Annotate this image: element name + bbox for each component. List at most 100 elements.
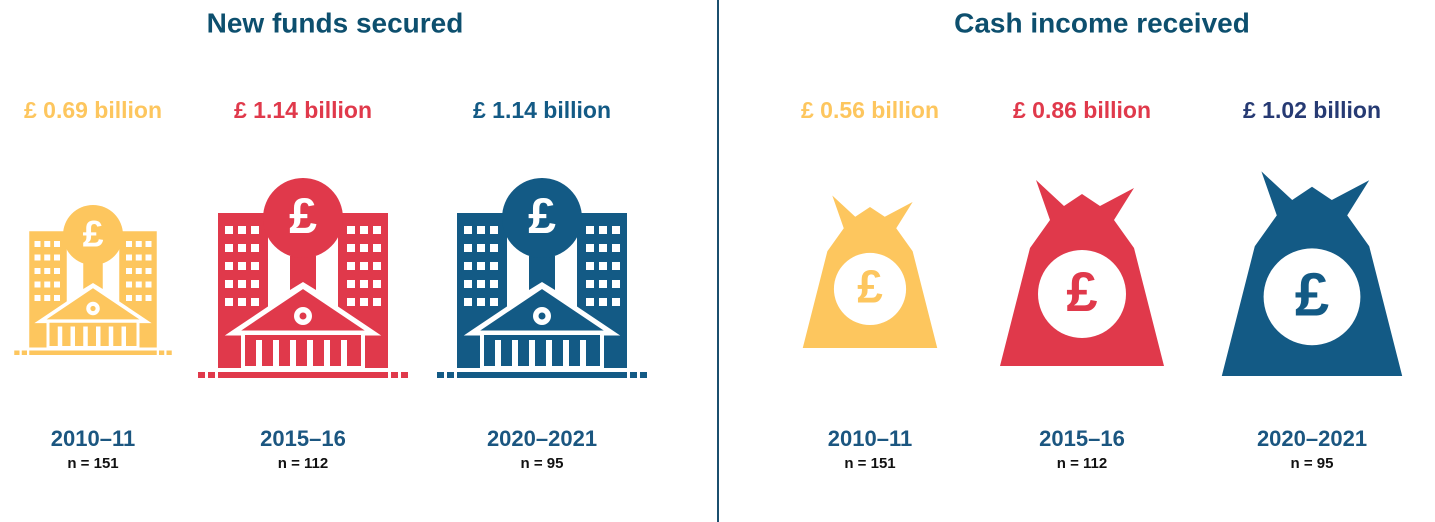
- amount: £ 0.69 billion: [24, 97, 162, 123]
- sample-size: n = 95: [521, 455, 564, 472]
- window: [34, 281, 41, 288]
- window: [586, 244, 594, 252]
- window: [135, 254, 142, 261]
- base: [198, 372, 408, 378]
- year: 2015–16: [260, 426, 346, 451]
- pillar: [70, 326, 75, 349]
- window: [225, 226, 233, 234]
- base-gap: [205, 371, 208, 379]
- window: [373, 244, 381, 252]
- year: 2010–11: [828, 426, 912, 451]
- window: [360, 244, 368, 252]
- window: [477, 280, 485, 288]
- money-bag-icon: £: [1000, 180, 1164, 366]
- window: [477, 262, 485, 270]
- sample-size: n = 95: [1291, 455, 1334, 472]
- window: [599, 244, 607, 252]
- window: [373, 280, 381, 288]
- window: [477, 298, 485, 306]
- coin-symbol: £: [528, 188, 556, 244]
- bag-symbol: £: [857, 261, 883, 313]
- window: [238, 262, 246, 270]
- window: [464, 262, 472, 270]
- money-bag-icon: £: [802, 195, 938, 348]
- banner: [529, 256, 555, 290]
- amount: £ 1.14 billion: [234, 97, 372, 123]
- amount: £ 1.14 billion: [473, 97, 611, 123]
- window: [34, 295, 41, 301]
- base: [14, 350, 172, 355]
- base-gap: [27, 349, 30, 356]
- window: [145, 281, 152, 288]
- sample-size: n = 151: [844, 455, 895, 472]
- window: [44, 241, 51, 247]
- window: [126, 281, 132, 288]
- window: [373, 226, 381, 234]
- window: [373, 262, 381, 270]
- year: 2015–16: [1039, 426, 1125, 451]
- window: [225, 298, 233, 306]
- building-icon: £: [198, 178, 408, 379]
- window: [145, 295, 152, 301]
- window: [464, 244, 472, 252]
- window: [347, 280, 355, 288]
- pillar: [290, 340, 296, 370]
- amount: £ 0.86 billion: [1013, 97, 1151, 123]
- amount: £ 1.02 billion: [1243, 97, 1381, 123]
- panel-title: Cash income received: [954, 7, 1250, 38]
- window: [251, 226, 259, 234]
- window: [126, 254, 132, 261]
- window: [34, 241, 41, 247]
- window: [586, 226, 594, 234]
- base-gap: [444, 371, 447, 379]
- base-gap: [398, 371, 401, 379]
- window: [464, 280, 472, 288]
- banner: [290, 256, 316, 290]
- window: [586, 298, 594, 306]
- pillar: [96, 326, 101, 349]
- window: [135, 268, 142, 274]
- window: [34, 268, 41, 274]
- base-gap: [627, 371, 630, 379]
- window: [490, 262, 498, 270]
- bag-symbol: £: [1295, 260, 1329, 329]
- pillar: [256, 340, 262, 370]
- pillar: [580, 340, 586, 370]
- sample-size: n = 112: [278, 455, 328, 472]
- window: [599, 262, 607, 270]
- window: [612, 244, 620, 252]
- building-icon: £: [14, 205, 172, 356]
- window: [145, 268, 152, 274]
- bag-circle: [1038, 250, 1126, 338]
- bag-circle: [1263, 248, 1361, 346]
- bag-circle: [833, 252, 907, 326]
- base-gap: [156, 349, 159, 356]
- base-gap: [164, 349, 167, 356]
- year: 2020–2021: [1257, 426, 1367, 451]
- window: [54, 241, 60, 247]
- window: [599, 298, 607, 306]
- window: [145, 241, 152, 247]
- pillar: [307, 340, 313, 370]
- year: 2020–2021: [487, 426, 597, 451]
- window: [54, 295, 60, 301]
- window: [612, 226, 620, 234]
- window: [238, 298, 246, 306]
- window: [238, 244, 246, 252]
- window: [612, 262, 620, 270]
- window: [126, 295, 132, 301]
- window: [347, 262, 355, 270]
- pillar: [83, 326, 88, 349]
- window: [238, 280, 246, 288]
- window: [44, 268, 51, 274]
- pillar: [324, 340, 330, 370]
- base-gap: [454, 371, 457, 379]
- window: [373, 298, 381, 306]
- window: [477, 244, 485, 252]
- window: [490, 280, 498, 288]
- emblem-dot: [299, 312, 307, 320]
- pillar: [121, 326, 126, 349]
- window: [612, 280, 620, 288]
- window: [135, 295, 142, 301]
